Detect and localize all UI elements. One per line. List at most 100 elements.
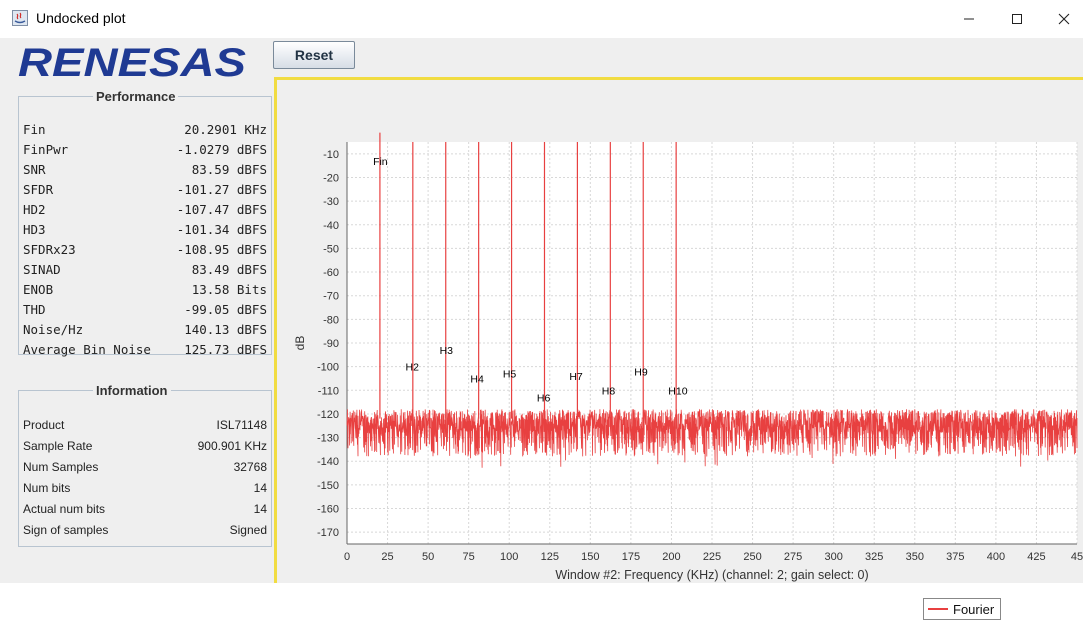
maximize-icon xyxy=(1012,14,1022,24)
harmonic-annotation: H6 xyxy=(537,392,551,404)
performance-row-label: Fin xyxy=(23,122,46,137)
information-row-value: 14 xyxy=(253,502,267,516)
performance-row: SINAD 83.49 dBFS xyxy=(23,262,267,282)
y-tick-label: -140 xyxy=(317,456,339,468)
x-tick-label: 300 xyxy=(824,551,842,563)
maximize-button[interactable] xyxy=(994,0,1040,38)
harmonic-annotation: H8 xyxy=(602,385,616,397)
performance-row-value: 13.58 Bits xyxy=(191,282,267,297)
y-tick-label: -110 xyxy=(318,385,339,397)
x-tick-label: 425 xyxy=(1027,551,1045,563)
harmonic-annotation: H7 xyxy=(569,371,583,383)
information-row: Sample Rate 900.901 KHz xyxy=(23,439,267,459)
performance-panel: Performance Fin 20.2901 KHz FinPwr -1.0279 … xyxy=(18,89,272,357)
information-row-value: 900.901 KHz xyxy=(197,439,267,453)
y-tick-label: -20 xyxy=(323,172,339,184)
performance-row-value: 140.13 dBFS xyxy=(184,322,267,337)
minimize-icon xyxy=(964,18,974,20)
performance-row-value: 83.49 dBFS xyxy=(191,262,267,277)
x-tick-label: 100 xyxy=(500,551,518,563)
harmonic-annotation: H10 xyxy=(668,385,687,397)
performance-row-value: 83.59 dBFS xyxy=(191,162,267,177)
reset-button[interactable]: Reset xyxy=(273,41,355,69)
y-tick-label: -30 xyxy=(323,196,339,208)
close-icon xyxy=(1058,13,1070,25)
harmonic-annotation: H2 xyxy=(406,362,420,374)
performance-row: Average Bin Noise 125.73 dBFS xyxy=(23,342,267,362)
y-tick-label: -100 xyxy=(317,362,339,374)
information-row: Actual num bits 14 xyxy=(23,502,267,522)
performance-row: Fin 20.2901 KHz xyxy=(23,122,267,142)
plot-panel[interactable]: Fin H2 H3 H4 H5 H6 H7 H8 H9 H10 -10 -20 -30 -40 -50 -60… xyxy=(274,77,1083,620)
performance-row-value: -107.47 dBFS xyxy=(176,202,267,217)
x-axis-label: Window #2: Frequency (KHz) (channel: 2; … xyxy=(555,568,868,582)
information-row: Sign of samples Signed xyxy=(23,523,267,543)
performance-row: FinPwr -1.0279 dBFS xyxy=(23,142,267,162)
close-button[interactable] xyxy=(1041,0,1083,38)
x-tick-label: 125 xyxy=(541,551,559,563)
x-tick-label: 200 xyxy=(662,551,680,563)
information-row-label: Sample Rate xyxy=(23,439,93,453)
performance-row-label: ENOB xyxy=(23,282,54,297)
harmonic-annotation: H4 xyxy=(470,373,484,385)
information-row-label: Num Samples xyxy=(23,460,99,474)
information-row-value: Signed xyxy=(229,523,267,537)
x-tick-label: 250 xyxy=(743,551,761,563)
legend-swatch xyxy=(928,608,948,610)
information-row: Product ISL71148 xyxy=(23,418,267,438)
y-tick-label: -160 xyxy=(317,504,339,516)
x-tick-label: 275 xyxy=(784,551,802,563)
performance-row-label: FinPwr xyxy=(23,142,69,157)
y-tick-label: -120 xyxy=(317,409,339,421)
java-app-icon xyxy=(12,10,28,26)
window-title: Undocked plot xyxy=(36,10,126,26)
chart-legend: Fourier xyxy=(923,598,1002,620)
information-row-label: Actual num bits xyxy=(23,502,106,516)
performance-title: Performance xyxy=(96,89,176,104)
y-tick-label: -60 xyxy=(323,267,339,279)
title-bar: Undocked plot xyxy=(0,0,1083,38)
fft-chart[interactable]: Fin H2 H3 H4 H5 H6 H7 H8 H9 H10 -10 -20 -30 -40 -50 -60… xyxy=(277,80,1083,583)
main-content: RENESAS Reset Performance Fin 20.2901 KHz… xyxy=(0,38,1083,620)
performance-row-label: HD2 xyxy=(23,202,46,217)
performance-row-label: SINAD xyxy=(23,262,61,277)
y-tick-label: -90 xyxy=(323,338,339,350)
x-tick-label: 25 xyxy=(381,551,393,563)
legend-label: Fourier xyxy=(953,601,995,617)
performance-row-label: HD3 xyxy=(23,222,46,237)
performance-row-value: 20.2901 KHz xyxy=(184,122,267,137)
performance-row: HD2 -107.47 dBFS xyxy=(23,202,267,222)
information-row-label: Product xyxy=(23,418,65,432)
y-tick-label: -150 xyxy=(317,480,339,492)
performance-row-label: SNR xyxy=(23,162,46,177)
y-tick-label: -40 xyxy=(323,220,339,232)
minimize-button[interactable] xyxy=(946,0,992,38)
information-panel: Information Product ISL71148 Sample Rate 90… xyxy=(18,383,272,547)
performance-row: SFDRx23 -108.95 dBFS xyxy=(23,242,267,262)
performance-row: THD -99.05 dBFS xyxy=(23,302,267,322)
performance-row-value: 125.73 dBFS xyxy=(184,342,267,357)
x-tick-label: 75 xyxy=(463,551,475,563)
information-row-value: 14 xyxy=(253,481,267,495)
x-tick-label: 350 xyxy=(906,551,924,563)
information-row-label: Num bits xyxy=(23,481,71,495)
information-row-value: 32768 xyxy=(233,460,267,474)
performance-row: HD3 -101.34 dBFS xyxy=(23,222,267,242)
y-tick-label: -170 xyxy=(317,527,339,539)
y-tick-label: -80 xyxy=(323,314,339,326)
harmonic-annotation: Fin xyxy=(373,156,388,168)
y-tick-label: -130 xyxy=(317,433,339,445)
harmonic-annotation: H5 xyxy=(503,369,517,381)
x-tick-label: 45 xyxy=(1071,551,1083,563)
performance-row-label: Average Bin Noise xyxy=(23,342,151,357)
performance-row-label: SFDR xyxy=(23,182,54,197)
performance-row-label: Noise/Hz xyxy=(23,322,84,337)
performance-row-label: SFDRx23 xyxy=(23,242,76,257)
x-tick-label: 150 xyxy=(581,551,599,563)
performance-row: SNR 83.59 dBFS xyxy=(23,162,267,182)
performance-row: ENOB 13.58 Bits xyxy=(23,282,267,302)
performance-row-value: -101.27 dBFS xyxy=(176,182,267,197)
performance-row-value: -101.34 dBFS xyxy=(176,222,267,237)
fourier-noise-trace xyxy=(346,408,1078,468)
y-tick-label: -50 xyxy=(323,243,339,255)
